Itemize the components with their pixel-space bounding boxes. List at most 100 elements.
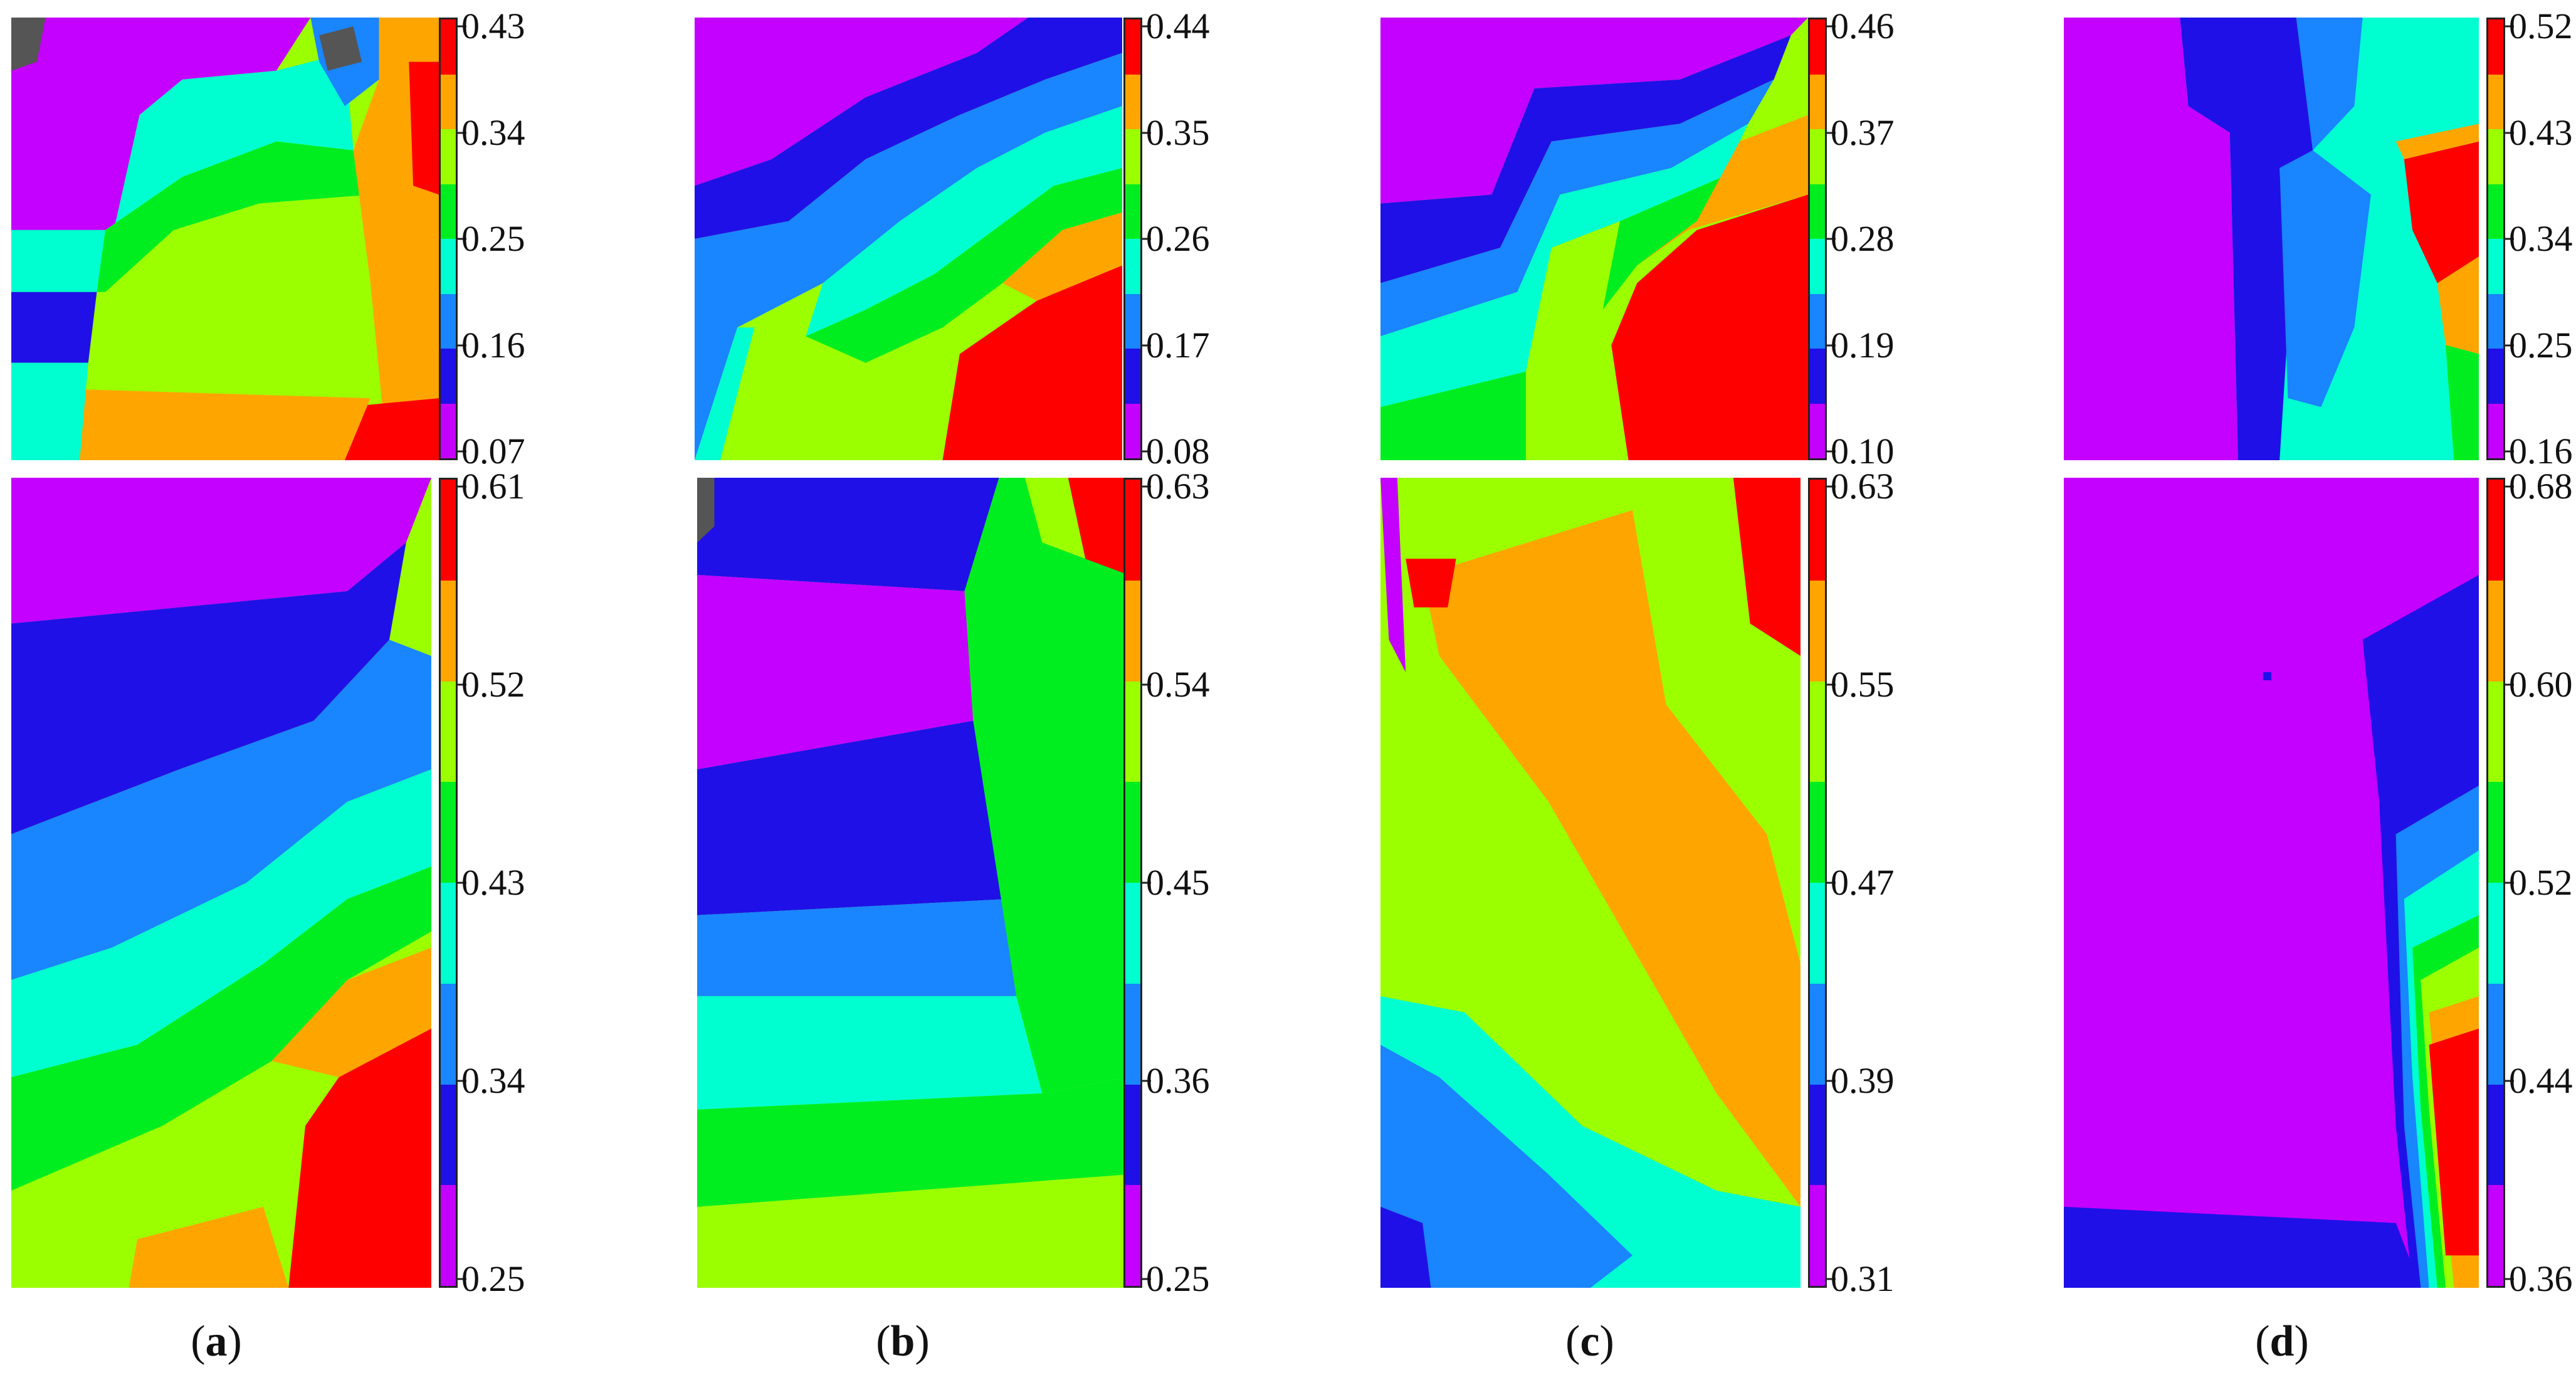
colorbar-tick-label: 0.43: [2509, 112, 2573, 153]
colorbar-tick-label: 0.36: [2509, 1258, 2573, 1299]
colorbar-tickmark: [2505, 485, 2514, 488]
colorbar-c-top: [1808, 18, 1827, 460]
map-c-bottom: [1380, 478, 1801, 1288]
colorbar-tickmark: [458, 25, 466, 28]
colorbar-tick-label: 0.61: [461, 466, 525, 507]
colorbar-tick-label: 0.52: [2509, 6, 2573, 46]
colorbar-segment: [1810, 1084, 1825, 1186]
colorbar-segment: [1125, 293, 1140, 349]
colorbar-segment: [1125, 403, 1140, 458]
colorbar-tickmark: [1142, 1080, 1151, 1082]
colorbar-segment: [1125, 239, 1140, 294]
colorbar-segment: [1810, 349, 1825, 404]
colorbar-tick-label: 0.36: [1146, 1060, 1210, 1101]
colorbar-segment: [1810, 782, 1825, 883]
colorbar-c-bottom: [1808, 478, 1827, 1288]
colorbar-tick-label: 0.68: [2509, 466, 2573, 507]
colorbar-tick-label: 0.26: [1146, 218, 1210, 259]
colorbar-tickmark: [2505, 344, 2514, 346]
colorbar-tick-label: 0.16: [2509, 431, 2573, 471]
colorbar-tickmark: [458, 1278, 466, 1280]
colorbar-segment: [1125, 983, 1140, 1085]
colorbar-segment: [441, 983, 456, 1085]
colorbar-segment: [441, 883, 456, 984]
colorbar-segment: [2488, 983, 2503, 1085]
colorbar-segment: [1810, 681, 1825, 782]
colorbar-tickmark: [1142, 485, 1151, 488]
colorbar-segment: [2488, 883, 2503, 984]
colorbar-tick-label: 0.44: [1146, 6, 1210, 46]
colorbar-tick-label: 0.52: [2509, 862, 2573, 903]
map-d-bottom: [2064, 478, 2479, 1288]
colorbar-tickmark: [458, 344, 466, 346]
colorbar-b-top: [1123, 18, 1142, 460]
colorbar-segment: [2488, 19, 2503, 75]
colorbar-tickmark: [2505, 450, 2514, 453]
colorbar-tickmark: [1827, 25, 1836, 28]
colorbar-tick-label: 0.31: [1831, 1258, 1895, 1299]
colorbar-tickmark: [1827, 1278, 1836, 1280]
colorbar-segment: [2488, 681, 2503, 782]
map-c-top: [1380, 18, 1808, 460]
colorbar-segment: [441, 403, 456, 458]
colorbar-a-top: [439, 18, 458, 460]
colorbar-tickmark: [1142, 683, 1151, 686]
colorbar-tick-label: 0.25: [1146, 1258, 1210, 1299]
colorbar-segment: [1125, 580, 1140, 682]
colorbar-segment: [441, 129, 456, 184]
colorbar-segment: [2488, 74, 2503, 129]
caption-d: (d): [2255, 1317, 2309, 1366]
colorbar-tick-label: 0.07: [461, 431, 525, 471]
colorbar-b-bottom: [1123, 478, 1142, 1288]
colorbar-segment: [1810, 480, 1825, 581]
colorbar-segment: [2488, 129, 2503, 184]
colorbar-segment: [1810, 184, 1825, 239]
colorbar-tick-label: 0.55: [1831, 664, 1895, 705]
colorbar-tick-label: 0.60: [2509, 664, 2573, 705]
colorbar-segment: [2488, 1185, 2503, 1286]
colorbar-tickmark: [1142, 25, 1151, 28]
colorbar-segment: [441, 480, 456, 581]
colorbar-tickmark: [1827, 683, 1836, 686]
colorbar-segment: [1810, 293, 1825, 349]
colorbar-tick-label: 0.37: [1831, 112, 1895, 153]
colorbar-tick-label: 0.45: [1146, 862, 1210, 903]
colorbar-tickmark: [1142, 1278, 1151, 1280]
colorbar-tick-label: 0.43: [461, 6, 525, 46]
colorbar-segment: [1810, 1185, 1825, 1286]
colorbar-segment: [1125, 883, 1140, 984]
colorbar-segment: [1125, 681, 1140, 782]
colorbar-segment: [1810, 239, 1825, 294]
colorbar-segment: [441, 1084, 456, 1186]
colorbar-tickmark: [2505, 683, 2514, 686]
colorbar-tick-label: 0.54: [1146, 664, 1210, 705]
colorbar-tickmark: [458, 132, 466, 134]
colorbar-segment: [1810, 19, 1825, 75]
colorbar-tickmark: [1142, 450, 1151, 453]
colorbar-segment: [1810, 983, 1825, 1085]
colorbar-tickmark: [2505, 1278, 2514, 1280]
colorbar-tickmark: [1827, 450, 1836, 453]
colorbar-segment: [1125, 1185, 1140, 1286]
colorbar-tickmark: [1142, 132, 1151, 134]
colorbar-tick-label: 0.43: [461, 862, 525, 903]
colorbar-segment: [1125, 1084, 1140, 1186]
colorbar-d-top: [2486, 18, 2505, 460]
colorbar-tick-label: 0.39: [1831, 1060, 1895, 1101]
colorbar-tickmark: [1142, 344, 1151, 346]
colorbar-segment: [441, 74, 456, 129]
colorbar-segment: [2488, 239, 2503, 294]
colorbar-segment: [2488, 480, 2503, 581]
colorbar-tick-label: 0.28: [1831, 218, 1895, 259]
colorbar-segment: [1125, 129, 1140, 184]
colorbar-segment: [441, 19, 456, 75]
colorbar-segment: [1810, 580, 1825, 682]
colorbar-segment: [1810, 74, 1825, 129]
colorbar-segment: [441, 1185, 456, 1286]
colorbar-tick-label: 0.16: [461, 324, 525, 366]
colorbar-tick-label: 0.44: [2509, 1060, 2573, 1101]
colorbar-segment: [441, 580, 456, 682]
map-a-bottom: [11, 478, 431, 1288]
colorbar-tickmark: [2505, 25, 2514, 28]
colorbar-tickmark: [1827, 882, 1836, 884]
